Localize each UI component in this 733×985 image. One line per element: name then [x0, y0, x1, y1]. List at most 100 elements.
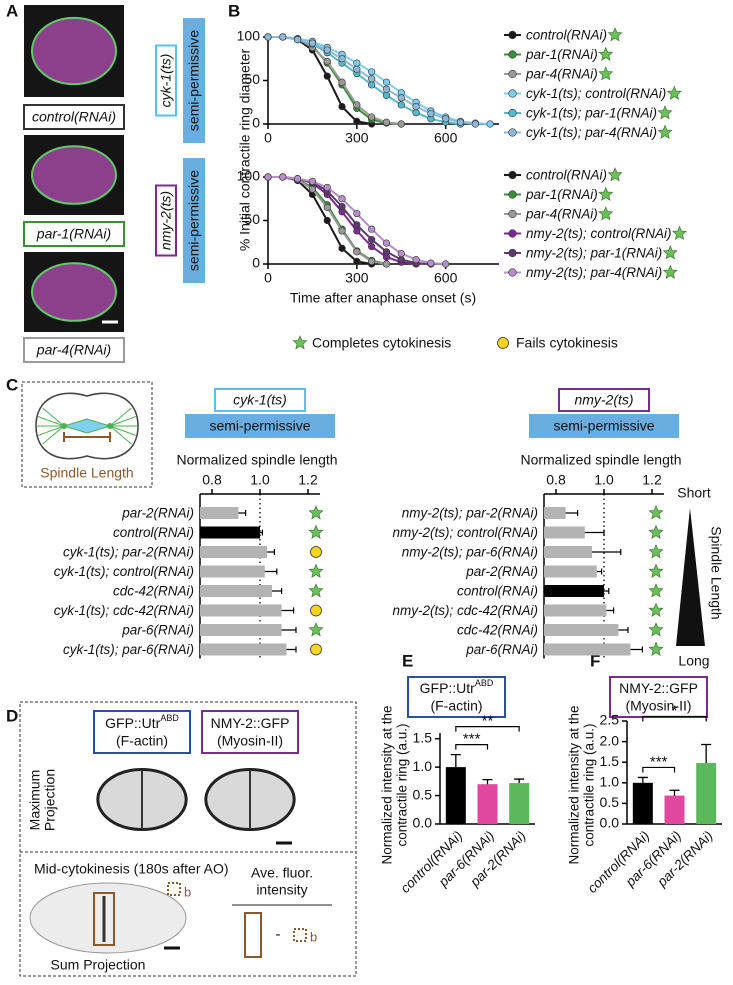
legend-marker — [508, 190, 517, 199]
astral-microtubule — [109, 425, 132, 445]
error-bar — [272, 588, 283, 594]
data-point — [323, 216, 331, 225]
outcome-star — [598, 186, 614, 201]
outcome-star — [662, 264, 678, 279]
data-point — [368, 236, 376, 244]
data-point — [368, 243, 376, 251]
legend-marker — [508, 170, 517, 180]
panel-d-frame — [19, 701, 357, 977]
x-tick-label: 0 — [264, 130, 272, 146]
outcome-star — [308, 583, 324, 598]
row-label: Projection — [42, 769, 58, 831]
y-tick-label: 0.0 — [600, 815, 620, 831]
data-point — [412, 256, 420, 264]
length-bracket — [63, 432, 111, 442]
category-label: cdc-42(RNAi) — [113, 584, 194, 599]
astral-microtubule — [42, 425, 65, 445]
error-bar — [482, 778, 493, 785]
error-bar — [584, 529, 605, 536]
outcome-star — [308, 505, 324, 520]
outcome-star — [657, 105, 673, 120]
bar — [477, 784, 498, 824]
significance-bracket — [455, 726, 520, 732]
data-point — [353, 257, 361, 265]
roi-label: b — [310, 929, 317, 944]
condition-label: semi-permissive — [186, 30, 202, 131]
significance-bracket — [642, 766, 676, 773]
condition-box — [23, 221, 125, 247]
data-point — [338, 102, 346, 111]
data-point — [338, 227, 346, 235]
reporter-note: (F-actin) — [116, 733, 168, 749]
significance-label: ** — [482, 713, 494, 730]
condition-label: semi-permissive — [209, 418, 310, 434]
outcome-star — [662, 245, 678, 260]
category-label: cyk-1(ts); par-6(RNAi) — [63, 642, 194, 657]
legend-label: nmy-2(ts); par-4(RNAi) — [526, 265, 662, 280]
strain-label-box — [155, 44, 177, 117]
legend-marker — [508, 248, 517, 258]
legend-marker — [508, 268, 517, 277]
reporter-note: (F-actin) — [430, 698, 482, 714]
diagram-frame — [21, 381, 153, 488]
category-label: cyk-1(ts); control(RNAi) — [54, 564, 194, 579]
error-bar — [267, 549, 275, 555]
strain-label: cyk-1(ts) — [233, 392, 287, 408]
category-label: control(RNAi) — [457, 584, 538, 599]
roi-label: b — [184, 884, 191, 899]
data-point — [353, 209, 361, 218]
error-bar — [606, 607, 615, 614]
outcome-star — [648, 622, 664, 637]
category-label: nmy-2(ts); cdc-42(RNAi) — [392, 603, 538, 618]
data-point — [382, 91, 391, 99]
bar — [544, 604, 607, 617]
y-tick-label: 1.0 — [600, 774, 620, 790]
data-point — [308, 39, 317, 47]
reporter-name: GFP::UtrABD — [420, 678, 494, 695]
outcome-legend-label: Fails cytokinesis — [516, 335, 618, 351]
data-point — [456, 118, 465, 126]
outcome-star — [607, 27, 623, 42]
data-point — [338, 202, 346, 211]
measure-label: intensity — [256, 882, 307, 898]
outcome-star — [648, 583, 664, 598]
x-tick-label: 0.8 — [202, 472, 222, 488]
outcome-star — [598, 66, 614, 81]
y-tick-label: 50 — [244, 211, 260, 227]
bar — [200, 565, 265, 578]
error-bar — [701, 743, 712, 764]
category-label: par-6(RNAi) — [121, 623, 194, 638]
bar — [544, 624, 619, 636]
y-axis-label: contractile ring (a.u.) — [395, 723, 410, 846]
category-label: nmy-2(ts); control(RNAi) — [392, 525, 538, 540]
outcome-circle — [310, 643, 322, 656]
strain-label: cyk-1(ts) — [158, 54, 174, 108]
astral-microtubule — [37, 415, 65, 427]
condition-label-box — [183, 18, 205, 143]
error-bar — [450, 753, 461, 768]
micrograph-cell — [31, 16, 117, 86]
data-point — [353, 227, 361, 235]
data-point — [412, 109, 420, 117]
legend-label: control(RNAi) — [526, 28, 607, 43]
reporter-superscript: ABD — [475, 678, 494, 688]
x-tick-label: 1.2 — [642, 472, 662, 488]
data-point — [279, 33, 287, 41]
wedge — [676, 508, 705, 646]
outcome-star — [308, 524, 324, 539]
data-point — [397, 256, 405, 264]
reporter-superscript: ABD — [160, 713, 179, 723]
error-bar — [596, 568, 603, 575]
stage-label: Mid-cytokinesis (180s after AO) — [34, 861, 229, 877]
category-label: par-6(RNAi) — [465, 642, 538, 657]
ring-roi — [93, 892, 115, 946]
condition-label: control(RNAi) — [32, 109, 116, 125]
bar — [544, 643, 631, 656]
data-point — [427, 109, 435, 118]
x-tick-label: 0.8 — [546, 472, 566, 488]
astral-microtubule — [109, 407, 132, 427]
significance-bracket — [642, 715, 707, 722]
strain-label: nmy-2(ts) — [158, 191, 174, 250]
legend-marker — [508, 229, 517, 238]
bar — [200, 643, 287, 656]
